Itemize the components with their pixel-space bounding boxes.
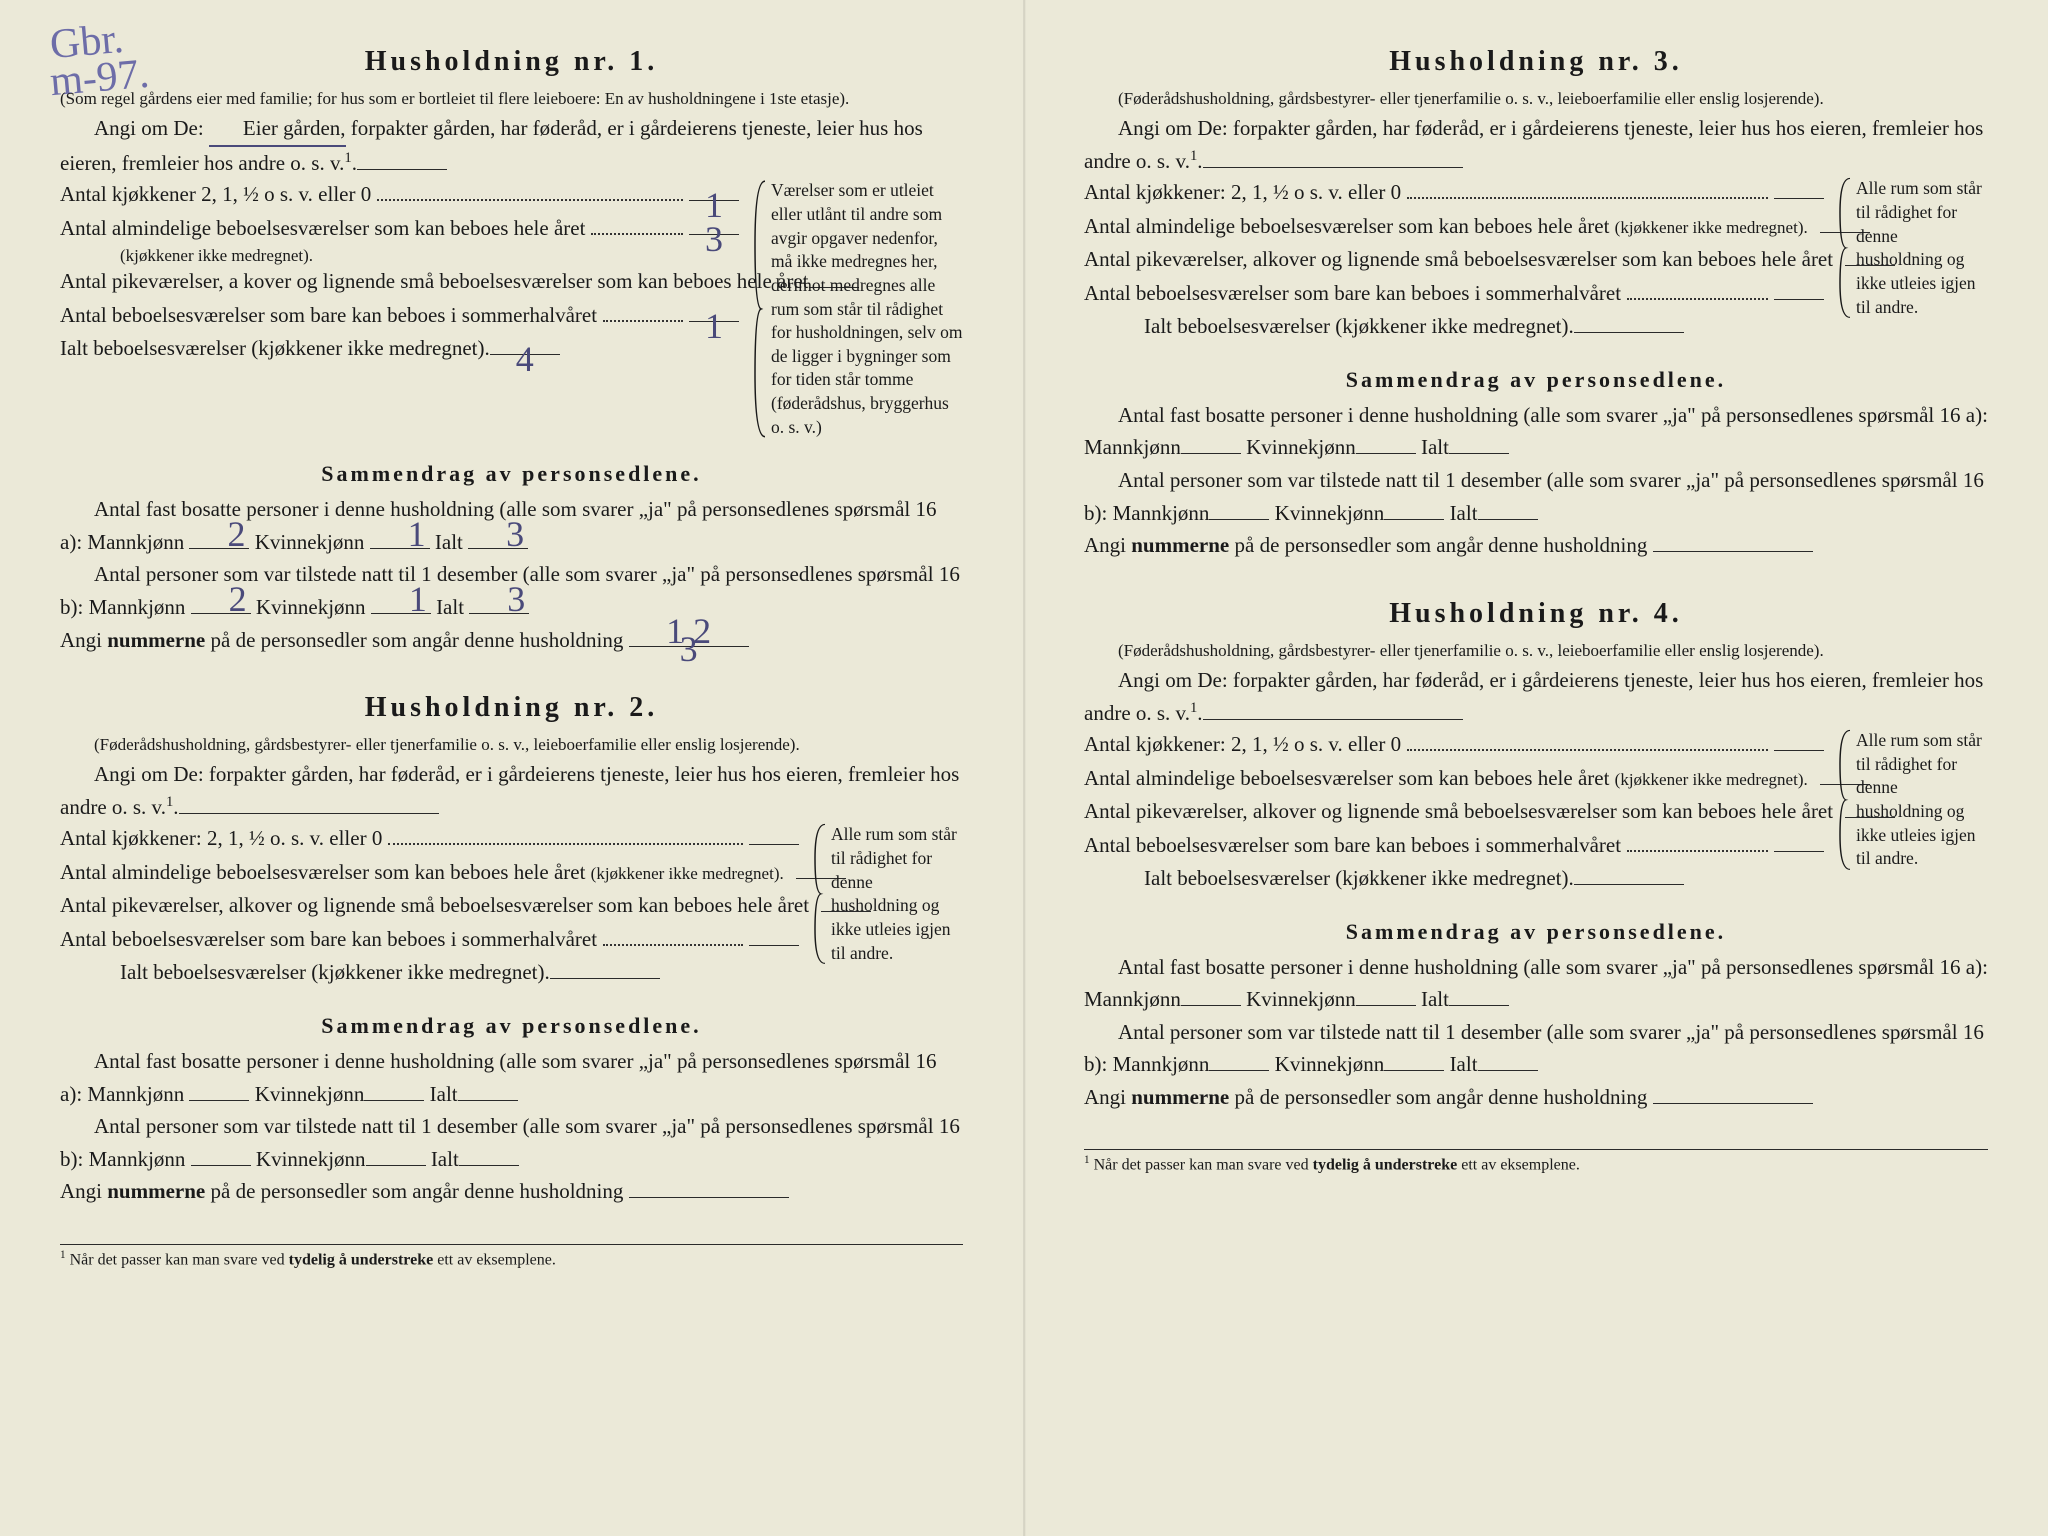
household-2-note: (Føderådshusholdning, gårdsbestyrer- ell… [60,732,963,758]
household-3-title: Husholdning nr. 3. [1084,46,1988,78]
h4-sommer-row: Antal beboelsesværelser som bare kan beb… [1084,830,1824,862]
h3-summary-a: Antal fast bosatte personer i denne hush… [1084,399,1988,464]
h4-total-row: Ialt beboelsesværelser (kjøkkener ikke m… [1084,863,1824,895]
left-footnote: 1 Når det passer kan man svare ved tydel… [60,1244,963,1269]
h3-summary-title: Sammendrag av personsedlene. [1084,367,1988,393]
household-3-angi: Angi om De: forpakter gården, har føderå… [1084,112,1988,177]
h1-summary-numbers: Angi nummerne på de personsedler som ang… [60,624,963,657]
h4-kitchens-row: Antal kjøkkener: 2, 1, ½ o s. v. eller 0 [1084,729,1824,761]
h1-kitchens-value: 1 [689,200,739,201]
h1-rooms-subnote: (kjøkkener ikke medregnet). [120,246,739,266]
household-3-section: Husholdning nr. 3. (Føderådshusholdning,… [1084,46,1988,562]
h3-kitchens-row: Antal kjøkkener: 2, 1, ½ o s. v. eller 0 [1084,177,1824,209]
household-1-angi: Angi om De: Eier gården, forpakter gårde… [60,112,963,179]
h1-total-row: Ialt beboelsesværelser (kjøkkener ikke m… [60,333,739,365]
household-2-angi: Angi om De: forpakter gården, har føderå… [60,758,963,823]
household-3-note: (Føderådshusholdning, gårdsbestyrer- ell… [1084,86,1988,112]
household-4-note: (Føderådshusholdning, gårdsbestyrer- ell… [1084,638,1988,664]
h2-summary-numbers: Angi nummerne på de personsedler som ang… [60,1175,963,1208]
underlined-choice: Eier gården, [209,112,346,147]
left-page: Husholdning nr. 1. (Som regel gårdens ei… [0,0,1024,1536]
household-4-title: Husholdning nr. 4. [1084,598,1988,630]
h3-summary-numbers: Angi nummerne på de personsedler som ang… [1084,529,1988,562]
household-2-section: Husholdning nr. 2. (Føderådshusholdning,… [60,692,963,1208]
h1-rooms-value: 3 [689,234,739,235]
h2-sommer-row: Antal beboelsesværelser som bare kan beb… [60,924,799,956]
brace-icon [813,823,827,965]
h3-pike-row: Antal pikeværelser, alkover og lignende … [1084,244,1824,276]
h1-side-note: Værelser som er utleiet eller utlånt til… [753,179,963,439]
h1-rooms-row: Antal almindelige beboelsesværelser som … [60,213,739,245]
h2-side-note: Alle rum som står til rådighet for denne… [813,823,963,965]
h3-side-note: Alle rum som står til rådighet for denne… [1838,177,1988,319]
right-footnote: 1 Når det passer kan man svare ved tydel… [1084,1149,1988,1174]
h3-rooms-row: Antal almindelige beboelsesværelser som … [1084,211,1824,243]
h4-side-note: Alle rum som står til rådighet for denne… [1838,729,1988,871]
household-2-title: Husholdning nr. 2. [60,692,963,724]
household-4-angi: Angi om De: forpakter gården, har føderå… [1084,664,1988,729]
h1-pike-row: Antal pikeværelser, a kover og lignende … [60,266,739,298]
h1-summary-a: Antal fast bosatte personer i denne hush… [60,493,963,558]
h4-summary-numbers: Angi nummerne på de personsedler som ang… [1084,1081,1988,1114]
h4-summary-a: Antal fast bosatte personer i denne hush… [1084,951,1988,1016]
h3-total-row: Ialt beboelsesværelser (kjøkkener ikke m… [1084,311,1824,343]
household-1-section: Husholdning nr. 1. (Som regel gårdens ei… [60,46,963,656]
h2-rooms-row: Antal almindelige beboelsesværelser som … [60,857,799,889]
h2-summary-title: Sammendrag av personsedlene. [60,1013,963,1039]
h3-summary-b: Antal personer som var tilstede natt til… [1084,464,1988,529]
h1-total-value: 4 [490,354,560,355]
h4-pike-row: Antal pikeværelser, alkover og lignende … [1084,796,1824,828]
h1-kitchens-row: Antal kjøkkener 2, 1, ½ o s. v. eller 0 … [60,179,739,211]
household-4-section: Husholdning nr. 4. (Føderådshusholdning,… [1084,598,1988,1114]
household-1-note: (Som regel gårdens eier med familie; for… [60,86,963,112]
h4-summary-b: Antal personer som var tilstede natt til… [1084,1016,1988,1081]
h4-summary-title: Sammendrag av personsedlene. [1084,919,1988,945]
h2-summary-a: Antal fast bosatte personer i denne hush… [60,1045,963,1110]
h4-rooms-row: Antal almindelige beboelsesværelser som … [1084,763,1824,795]
h1-summary-b: Antal personer som var tilstede natt til… [60,558,963,623]
h1-summary-title: Sammendrag av personsedlene. [60,461,963,487]
right-page: Husholdning nr. 3. (Føderådshusholdning,… [1024,0,2048,1536]
h1-sommer-value: 1 [689,321,739,322]
h2-summary-b: Antal personer som var tilstede natt til… [60,1110,963,1175]
h2-total-row: Ialt beboelsesværelser (kjøkkener ikke m… [60,957,799,989]
h1-sommer-row: Antal beboelsesværelser som bare kan beb… [60,300,739,332]
brace-icon [1838,729,1852,871]
brace-icon [753,179,767,439]
h2-pike-row: Antal pikeværelser, alkover og lignende … [60,890,799,922]
h2-kitchens-row: Antal kjøkkener: 2, 1, ½ o. s. v. eller … [60,823,799,855]
household-1-title: Husholdning nr. 1. [60,46,963,78]
h3-sommer-row: Antal beboelsesværelser som bare kan beb… [1084,278,1824,310]
brace-icon [1838,177,1852,319]
